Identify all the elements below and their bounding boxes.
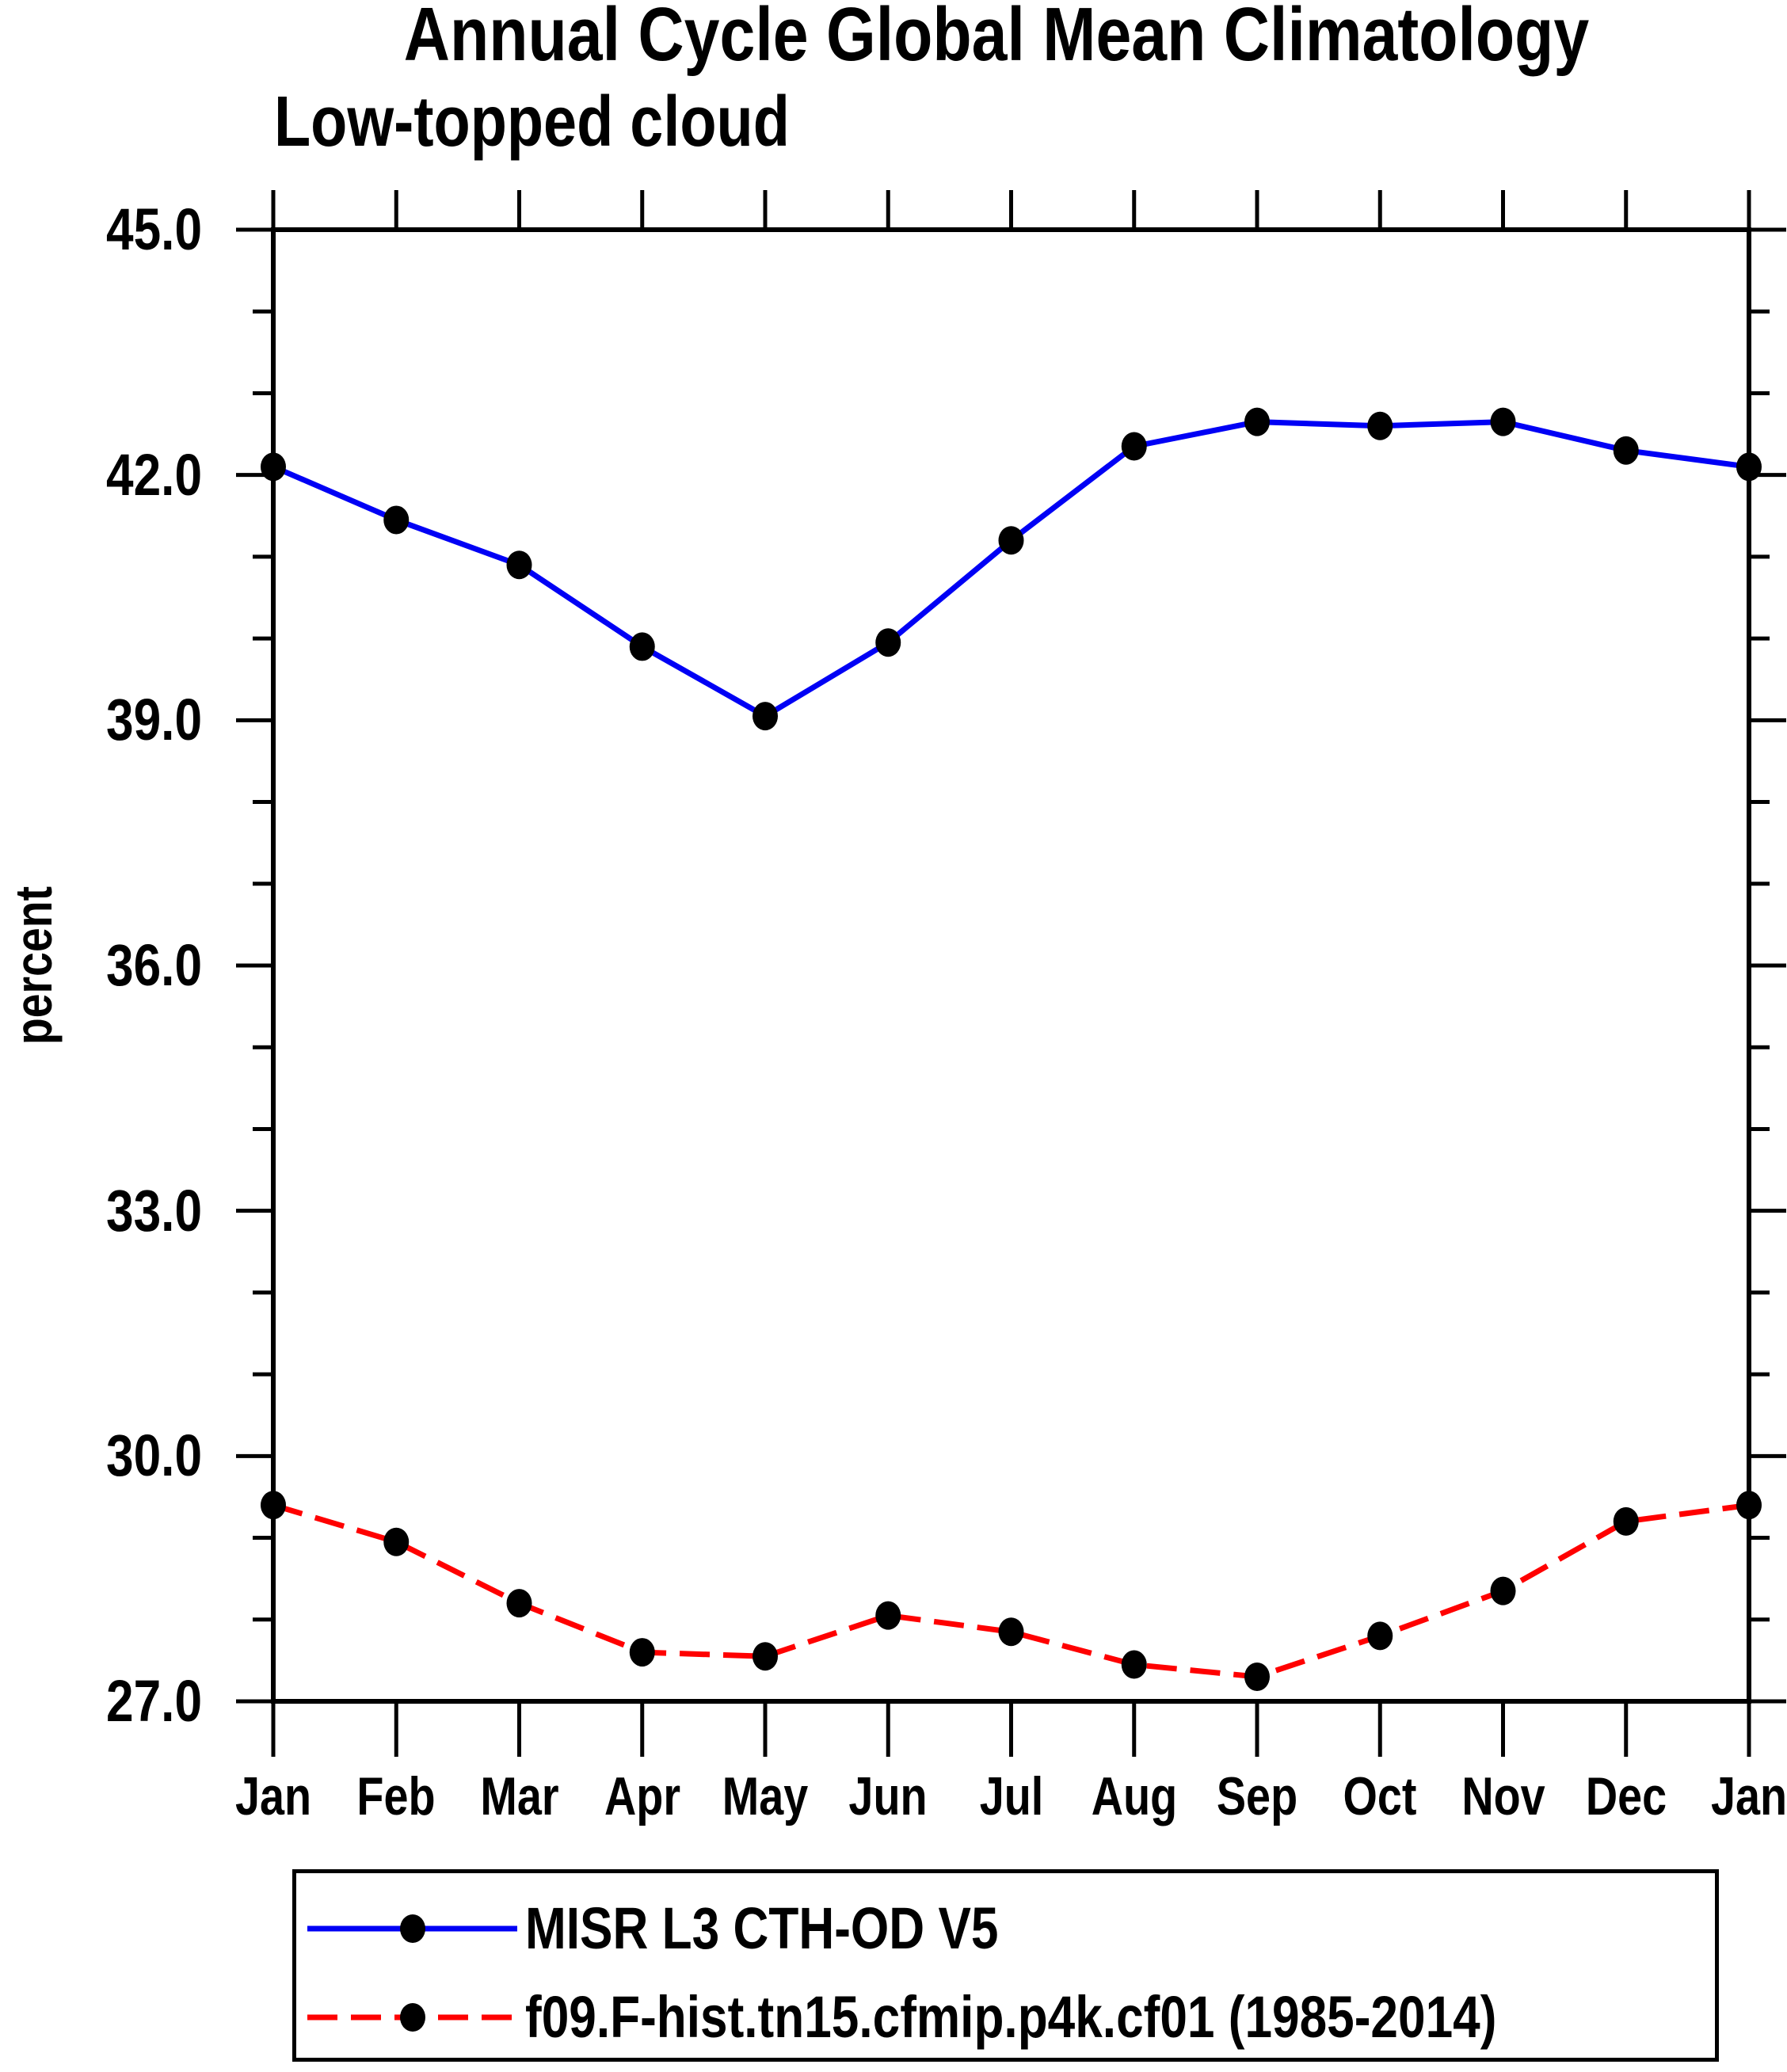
data-point-series-0 [1613,436,1639,465]
x-tick-label: Jul [979,1766,1043,1826]
data-point-series-1 [875,1601,901,1630]
x-tick-label: Jun [848,1766,928,1826]
data-point-series-1 [1613,1506,1639,1536]
legend-label-model: f09.F-hist.tn15.cfmip.p4k.cf01 (1985-201… [525,1984,1497,2050]
x-tick-label: Sep [1216,1766,1298,1826]
x-tick-label: Dec [1585,1766,1667,1826]
data-point-series-0 [1244,407,1270,436]
data-point-series-1 [998,1617,1024,1647]
data-point-series-0 [1736,452,1762,482]
x-tick-label: Oct [1343,1766,1417,1826]
y-tick-label: 39.0 [106,687,202,753]
legend-box: MISR L3 CTH-OD V5 f09.F-hist.tn15.cfmip.… [292,1869,1719,2062]
data-point-series-1 [261,1491,286,1520]
data-point-series-0 [875,628,901,657]
x-tick-label: Feb [356,1766,436,1826]
data-point-series-0 [261,452,286,482]
data-point-series-1 [506,1589,532,1618]
series-line-0 [272,419,1750,719]
x-tick-label: Jan [1710,1766,1787,1826]
axis-frame [271,227,1751,1704]
x-tick-label: Apr [604,1766,680,1826]
data-point-series-0 [506,550,532,580]
legend-label-misr: MISR L3 CTH-OD V5 [525,1895,999,1961]
data-point-series-0 [383,505,410,535]
series-line-1 [272,1502,1750,1680]
y-tick-label: 30.0 [106,1423,202,1489]
data-point-series-0 [629,632,655,661]
data-point-series-1 [383,1527,410,1556]
data-point-series-1 [1367,1621,1393,1651]
chart-title: Annual Cycle Global Mean Climatology [403,0,1590,77]
y-tick-label: 36.0 [106,932,202,998]
data-point-series-0 [1121,432,1147,461]
legend-marker-icon [400,1914,425,1943]
data-point-series-0 [753,702,778,731]
data-point-series-1 [1244,1663,1270,1692]
y-tick-label: 27.0 [106,1668,202,1734]
x-tick-label: Jan [234,1766,312,1826]
data-point-series-1 [629,1638,655,1667]
x-tick-label: May [722,1766,809,1826]
y-tick-label: 45.0 [106,196,202,262]
legend-sample-solid-line [307,1914,517,1943]
y-tick-label: 33.0 [106,1177,202,1244]
data-point-series-0 [998,526,1024,555]
x-tick-label: Aug [1091,1766,1177,1826]
data-point-series-1 [1121,1650,1147,1679]
data-point-series-1 [1736,1491,1762,1520]
legend-marker-icon [400,2003,425,2032]
x-tick-label: Mar [479,1766,559,1826]
y-tick-label: 42.0 [106,441,202,508]
data-point-series-1 [1490,1576,1516,1605]
data-point-series-0 [1490,407,1516,436]
data-point-series-0 [1367,411,1393,440]
data-point-series-1 [753,1642,778,1671]
x-tick-label: Nov [1461,1766,1545,1826]
legend-sample-dashed-line [307,2003,517,2032]
chart-subtitle: Low-topped cloud [274,82,790,162]
